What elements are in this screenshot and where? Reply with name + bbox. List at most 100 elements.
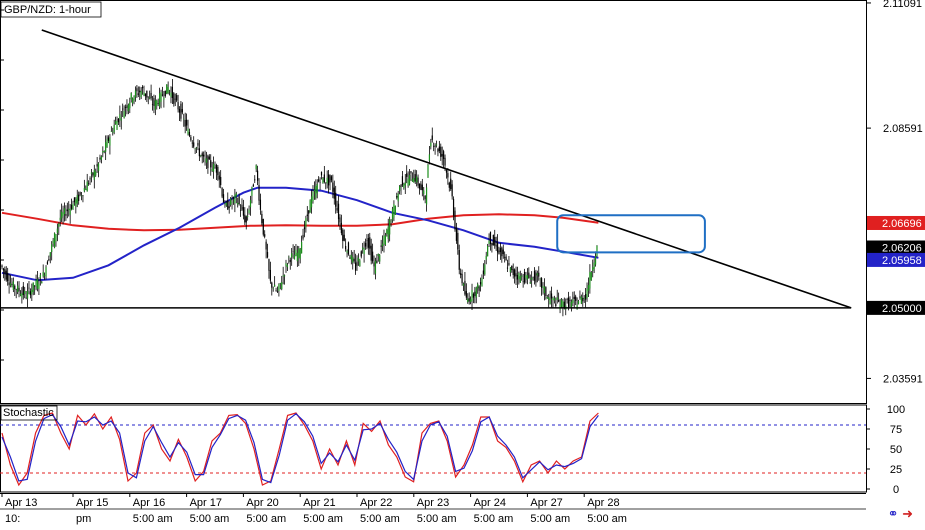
candle-body (63, 208, 66, 215)
x-tick-date: Apr 13 (5, 497, 37, 509)
candle-body (553, 298, 555, 301)
x-tick-time: 5:00 am (303, 513, 343, 525)
candle-body (181, 109, 183, 113)
price-tick-label: 2.03591 (883, 373, 923, 385)
candle-body (357, 257, 360, 262)
x-tick-date: Apr 21 (303, 497, 335, 509)
candle-body (45, 267, 47, 277)
candle-body (4, 269, 6, 274)
candle-body (558, 300, 560, 302)
candle-body (464, 280, 466, 295)
candle-body (434, 145, 436, 147)
candle-body (187, 128, 189, 135)
candle-body (325, 182, 327, 184)
candle-body (505, 256, 507, 261)
candle-body (393, 204, 395, 218)
candle-body (458, 250, 460, 270)
candle-body (140, 90, 142, 98)
candle-body (389, 219, 391, 235)
candle-body (61, 211, 63, 219)
candle-body (237, 202, 239, 205)
candle-body (523, 271, 526, 283)
candle-body (384, 235, 386, 245)
candle-body (438, 146, 440, 151)
candle-body (46, 261, 49, 265)
price-label-box (867, 252, 925, 267)
main-frame (0, 0, 867, 404)
candle-body (48, 259, 50, 261)
candle-body (122, 108, 124, 110)
candle-body (58, 223, 60, 227)
candle-body (425, 187, 428, 205)
candle-body (247, 215, 249, 217)
candle-body (244, 214, 246, 223)
candle-body (370, 245, 372, 261)
candle-body (268, 259, 270, 271)
x-tick-time: 5:00 am (474, 513, 514, 525)
candle-body (62, 212, 64, 217)
stochastic-d-line (1, 413, 599, 484)
candle-body (340, 222, 342, 234)
candle-body (339, 217, 341, 223)
x-tick-time: pm (76, 513, 91, 525)
candle-body (381, 243, 384, 247)
candle-body (146, 90, 148, 98)
candle-body (170, 92, 172, 98)
candle-body (36, 279, 39, 289)
arrow-icon[interactable]: ➜ (902, 506, 913, 521)
candle-body (282, 275, 284, 277)
x-tick-date: Apr 20 (246, 497, 278, 509)
candle-body (230, 198, 232, 205)
candle-body (477, 284, 479, 289)
candle-body (52, 240, 54, 244)
candle-body (492, 234, 494, 246)
candle-body (137, 93, 139, 95)
candle-body (65, 213, 67, 216)
candle-body (55, 234, 57, 242)
candle-body (521, 275, 523, 277)
candle-body (511, 265, 513, 271)
candle-body (592, 267, 594, 271)
candle-body (435, 144, 438, 146)
candle-body (423, 190, 425, 195)
candle-body (509, 267, 511, 273)
candle-body (491, 243, 493, 246)
price-tick-label: 2.08591 (883, 123, 923, 135)
candle-body (315, 186, 317, 198)
candle-body (200, 155, 202, 157)
candle-body (336, 207, 338, 211)
candle-body (49, 252, 51, 257)
candle-body (383, 236, 385, 244)
candle-body (443, 151, 445, 160)
candle-body (585, 294, 587, 300)
candle-body (147, 96, 149, 98)
candle-body (153, 98, 155, 106)
candle-body (323, 174, 325, 183)
candle-body (379, 255, 381, 262)
candle-body (533, 270, 536, 281)
x-tick-date: Apr 28 (587, 497, 619, 509)
link-icon[interactable]: ⚭ (887, 506, 899, 521)
candle-body (126, 105, 128, 108)
candle-body (431, 135, 433, 140)
candle-body (347, 242, 350, 255)
candle-body (399, 186, 401, 192)
x-tick-date: Apr 23 (417, 497, 449, 509)
candle-body (541, 278, 543, 288)
stochastic-tick-label: 75 (890, 424, 902, 436)
candle-body (123, 110, 125, 119)
candle-body (345, 245, 347, 250)
candle-body (35, 279, 37, 286)
candle-body (39, 274, 41, 279)
candle-body (56, 228, 58, 234)
candle-body (512, 269, 514, 276)
candle-body (587, 285, 590, 291)
candle-body (301, 241, 303, 254)
candle-body (149, 97, 151, 99)
candle-body (299, 249, 301, 259)
candle-body (428, 154, 431, 161)
candle-body (184, 120, 186, 127)
candle-body (303, 227, 306, 230)
x-tick-date: Apr 24 (474, 497, 506, 509)
